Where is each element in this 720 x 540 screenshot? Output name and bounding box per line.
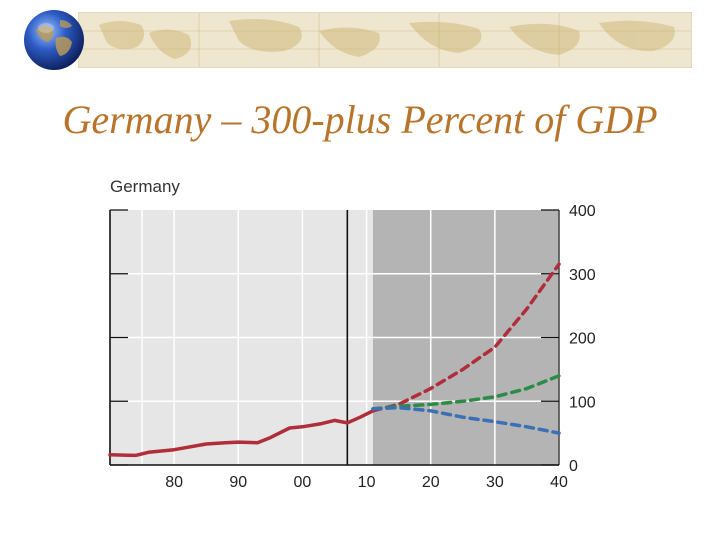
x-tick-label-20: 20 — [422, 474, 440, 491]
x-tick-label-10: 10 — [358, 474, 376, 491]
x-tick-label-80: 80 — [165, 474, 183, 491]
germany-debt-chart: Germany 80 90 00 10 20 30 400 100 200 300 400 — [108, 177, 596, 491]
world-map-banner — [78, 12, 692, 68]
series-line-2 — [371, 374, 561, 411]
x-tick-label-00: 00 — [294, 474, 312, 491]
y-tick-label-400: 400 — [569, 203, 596, 220]
chart-title: Germany — [110, 177, 180, 196]
series-line-3 — [371, 405, 561, 435]
x-tick-label-40: 40 — [550, 474, 568, 491]
slide-title: Germany – 300-plus Percent of GDP — [62, 97, 658, 142]
y-tick-label-0: 0 — [569, 458, 578, 475]
y-tick-label-300: 300 — [569, 267, 596, 284]
series-line-0 — [108, 409, 375, 458]
y-tick-label-200: 200 — [569, 331, 596, 348]
series-line-1 — [371, 262, 561, 413]
x-tick-label-30: 30 — [486, 474, 504, 491]
y-tick-label-100: 100 — [569, 394, 596, 411]
globe-icon — [22, 8, 86, 72]
world-map-pattern — [79, 13, 691, 67]
x-tick-label-90: 90 — [229, 474, 247, 491]
